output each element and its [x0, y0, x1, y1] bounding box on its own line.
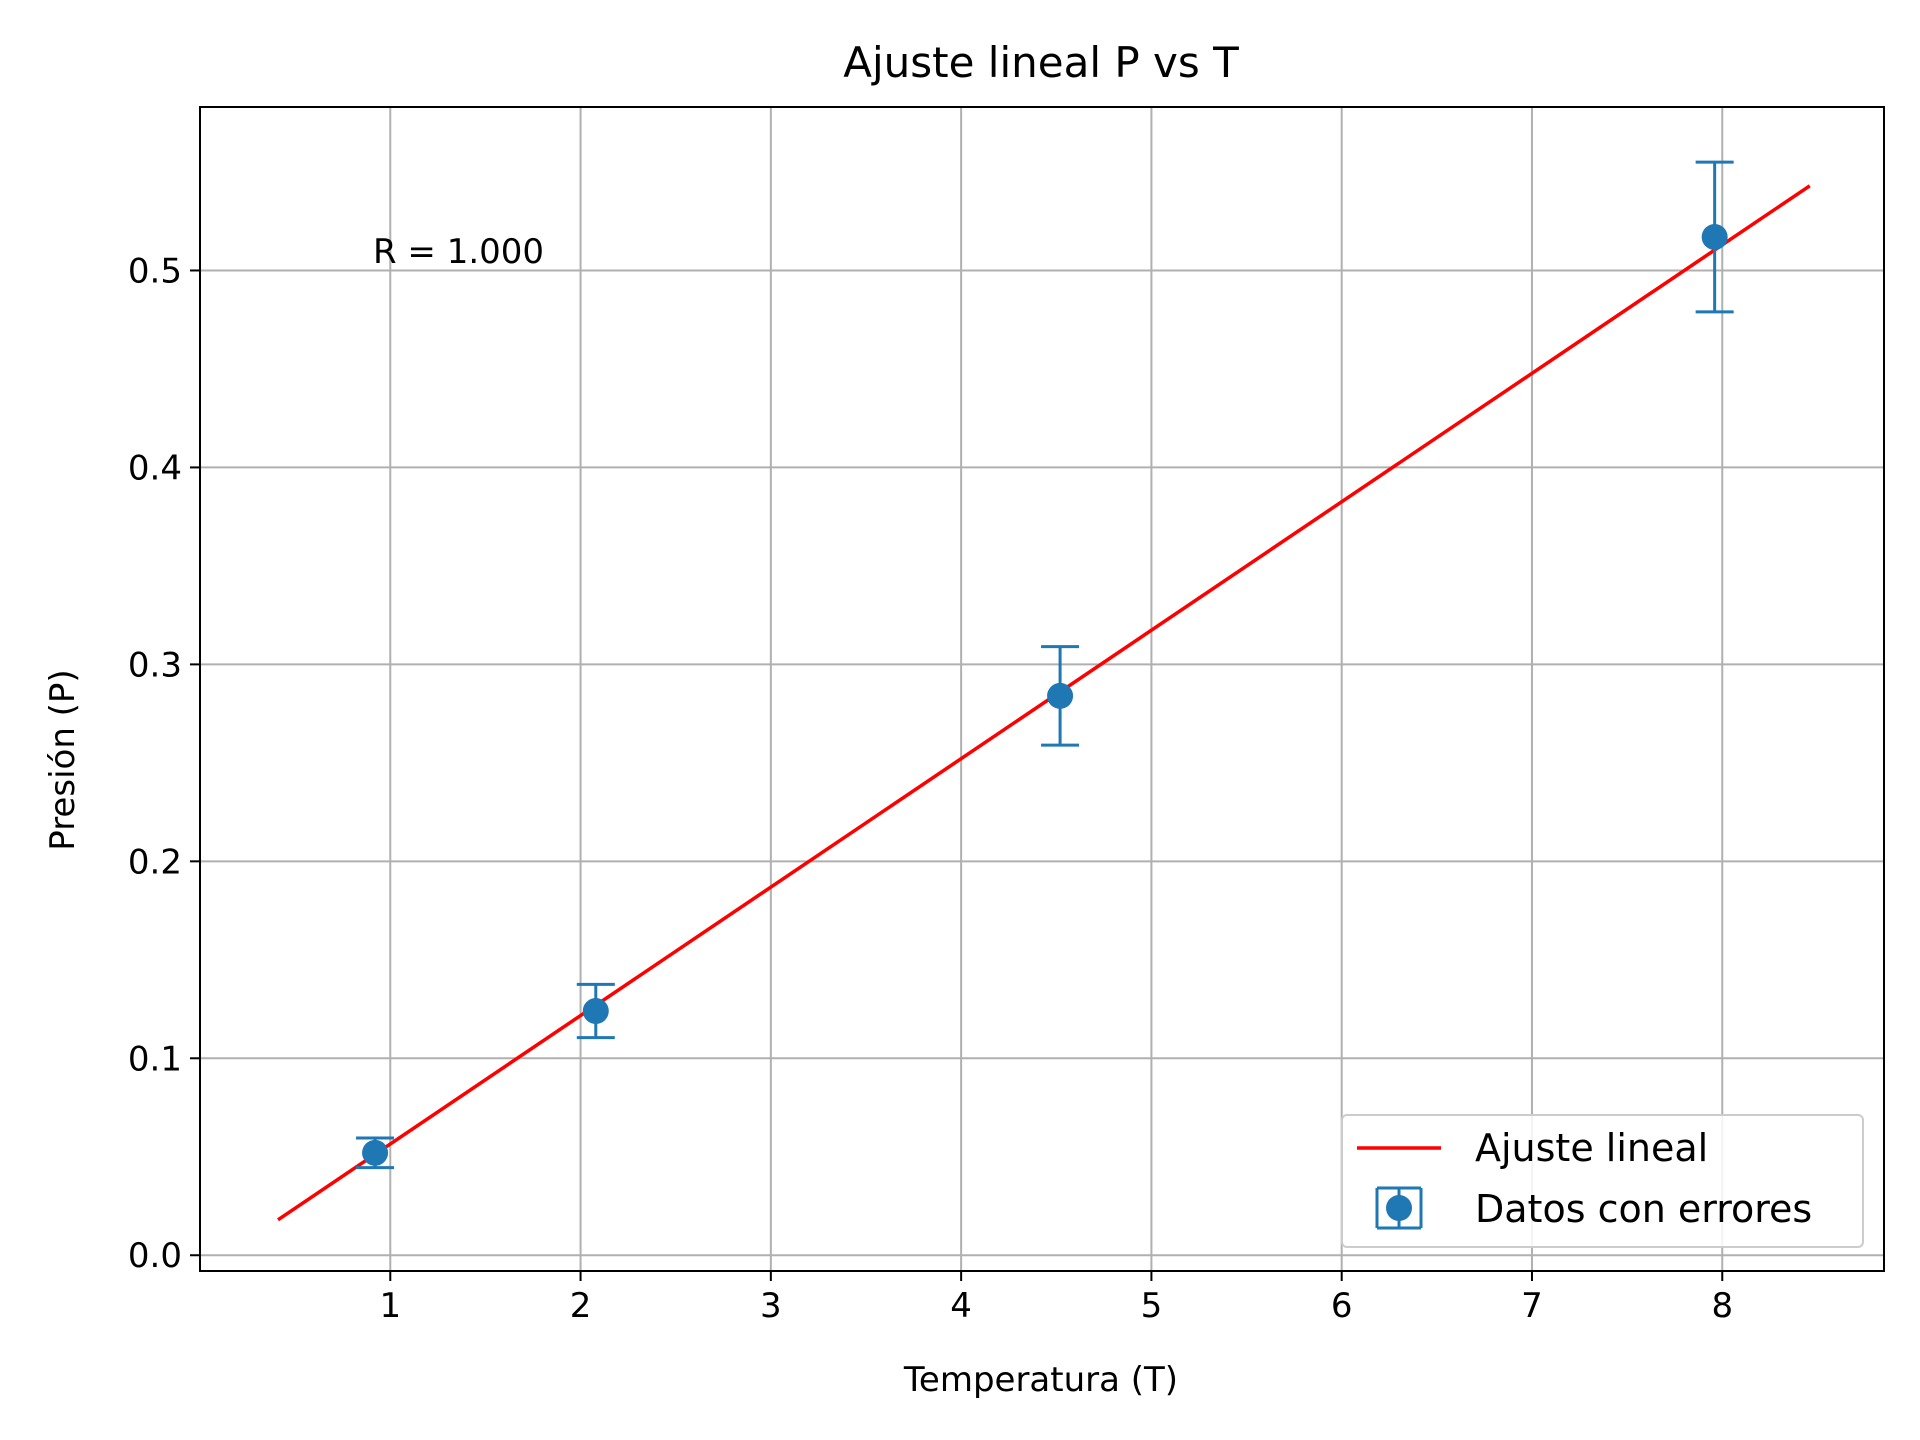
y-tick-label: 0.0 [128, 1236, 182, 1276]
x-tick-label: 6 [1331, 1286, 1353, 1326]
y-tick-label: 0.2 [128, 842, 182, 882]
legend-label-data: Datos con errores [1475, 1187, 1812, 1231]
legend-errorbar-swatch [1375, 1186, 1423, 1230]
legend-marker [1386, 1195, 1412, 1221]
plot-content [277, 160, 1811, 1222]
x-axis: 1 2 3 4 5 6 7 8 [379, 1271, 1733, 1326]
y-axis: 0.0 0.1 0.2 0.3 0.4 0.5 [128, 251, 200, 1276]
y-tick-label: 0.3 [128, 645, 182, 685]
x-tick-label: 2 [570, 1286, 592, 1326]
legend: Ajuste lineal Datos con errores [1341, 1114, 1864, 1248]
fit-line [277, 184, 1811, 1222]
data-point-group [576, 982, 615, 1040]
y-tick-label: 0.1 [128, 1039, 182, 1079]
x-tick-label: 5 [1141, 1286, 1163, 1326]
r-annotation: R = 1.000 [373, 232, 544, 272]
data-point-group [1695, 160, 1734, 314]
chart-title: Ajuste lineal P vs T [843, 38, 1239, 87]
x-tick-label: 8 [1711, 1286, 1733, 1326]
data-point-group [1041, 645, 1080, 747]
data-point [362, 1139, 389, 1166]
x-tick-label: 3 [760, 1286, 782, 1326]
x-tick-label: 7 [1521, 1286, 1543, 1326]
y-tick-label: 0.4 [128, 448, 182, 488]
y-axis-label: Presión (P) [43, 669, 83, 850]
legend-box [1341, 1114, 1864, 1248]
data-point [582, 998, 609, 1025]
legend-label-fit: Ajuste lineal [1475, 1126, 1708, 1170]
data-point-group [356, 1136, 395, 1170]
x-tick-label: 1 [379, 1286, 401, 1326]
y-tick-label: 0.5 [128, 251, 182, 291]
x-axis-label: Temperatura (T) [903, 1360, 1178, 1400]
grid [200, 107, 1884, 1271]
data-point [1701, 223, 1728, 250]
plot-frame [199, 106, 1885, 1272]
data-point [1047, 682, 1074, 709]
x-tick-label: 4 [950, 1286, 972, 1326]
